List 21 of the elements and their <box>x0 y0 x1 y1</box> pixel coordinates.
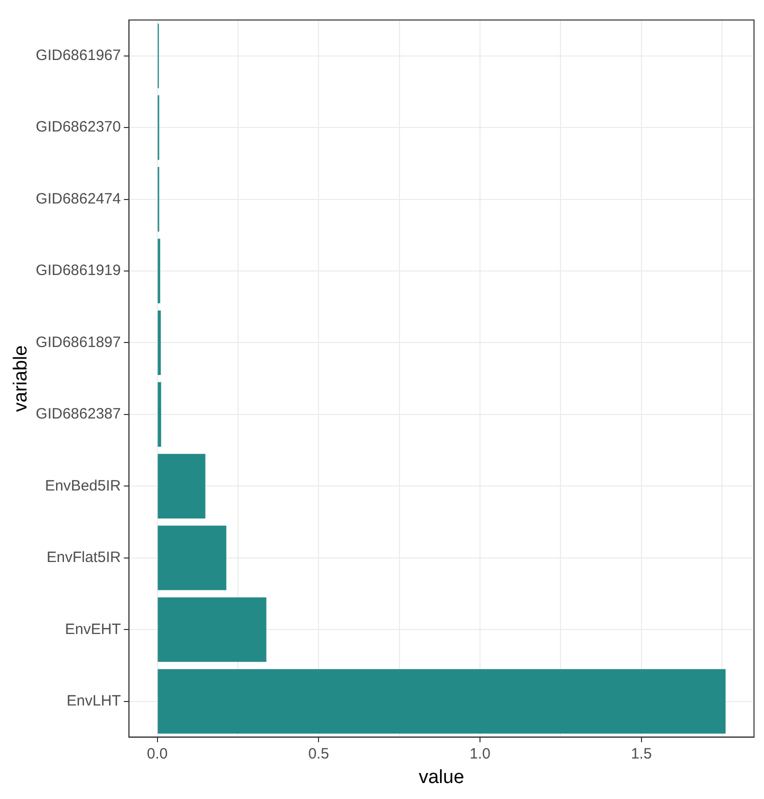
bar <box>158 597 266 662</box>
bar <box>158 669 726 734</box>
y-tick-label: GID6861919 <box>36 262 121 280</box>
y-axis-title: variable <box>10 345 32 412</box>
x-tick-label: 0.5 <box>308 745 330 762</box>
y-tick-label: GID6861897 <box>36 334 121 351</box>
y-tick-label: GID6862474 <box>36 190 121 208</box>
bar <box>158 310 161 376</box>
x-axis-title: value <box>418 766 464 788</box>
bar <box>158 454 206 518</box>
y-tick-label: EnvFlat5IR <box>46 549 122 566</box>
y-tick-label: EnvBed5IR <box>44 477 122 494</box>
y-tick-label: EnvEHT <box>65 620 121 638</box>
x-tick-label: 1.5 <box>630 745 652 762</box>
x-tick-label: 1.0 <box>470 745 490 762</box>
y-tick-label: GID6861967 <box>36 47 121 64</box>
x-tick-label: 0.0 <box>146 745 168 762</box>
y-tick-label: GID6862370 <box>36 118 121 136</box>
y-tick-label: EnvLHT <box>66 692 121 710</box>
y-tick-label: GID6862387 <box>36 406 121 423</box>
bar <box>158 526 226 590</box>
